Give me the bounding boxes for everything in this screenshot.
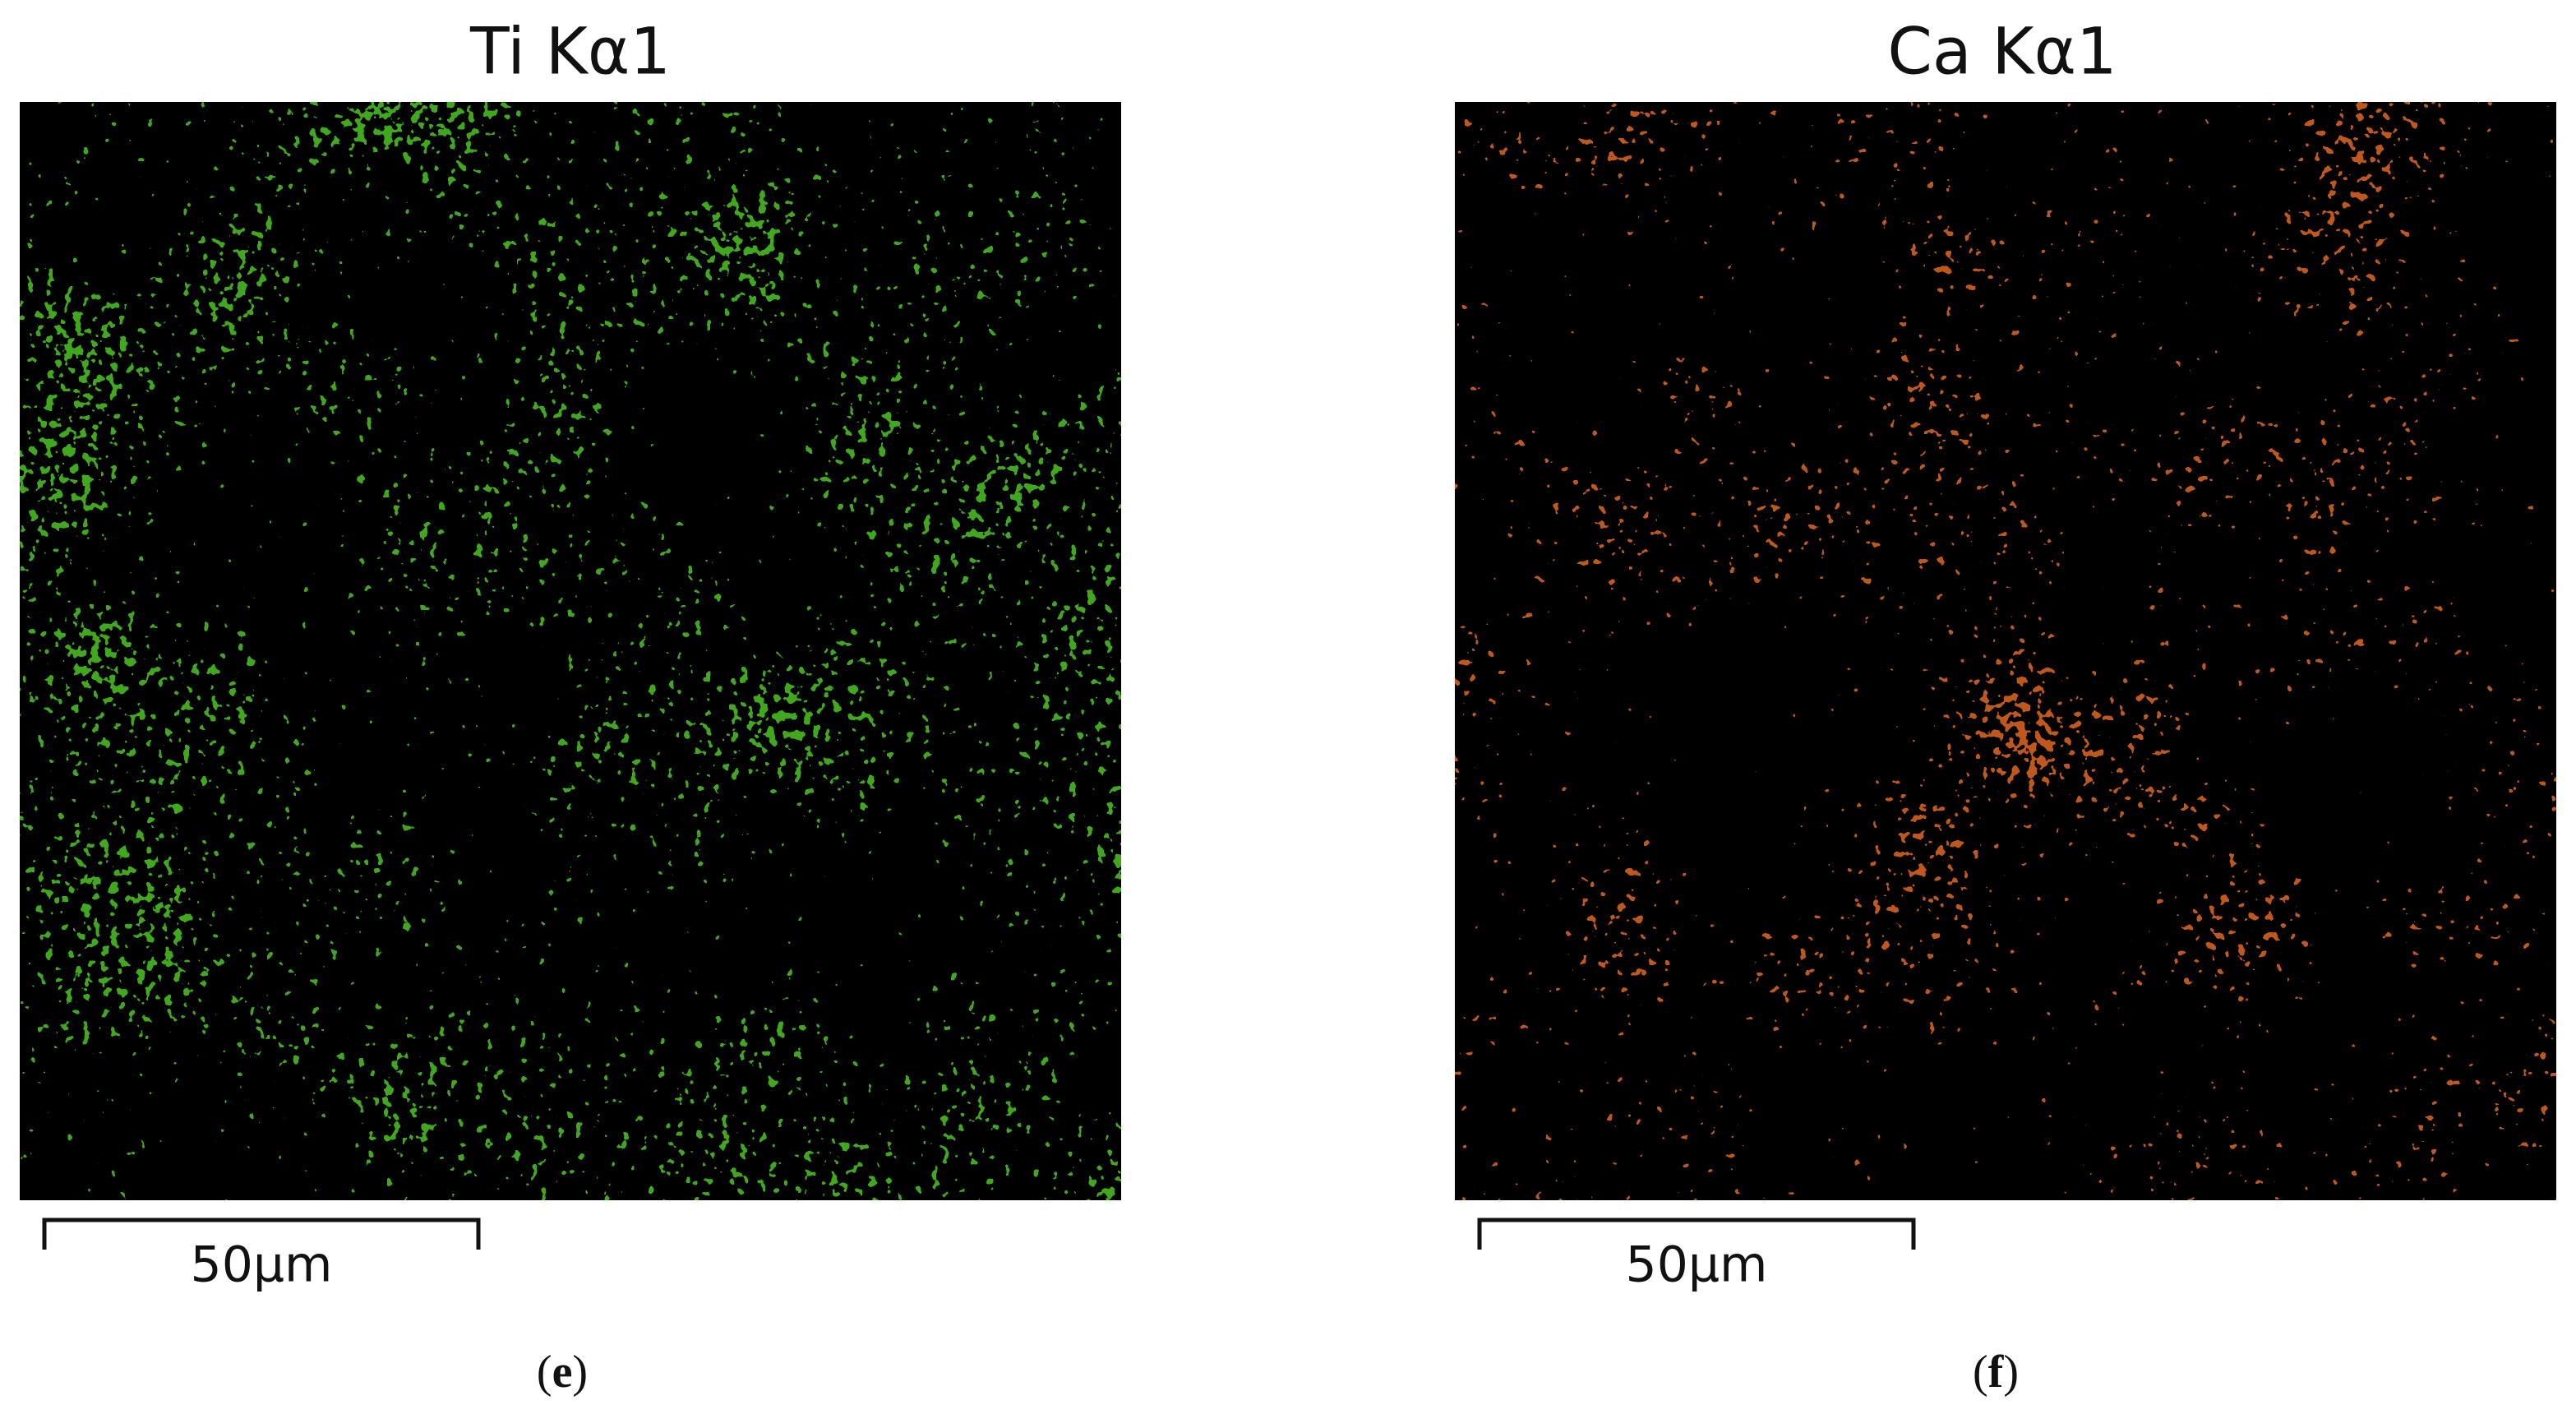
element-map [1455,102,2556,1200]
caption-letter: e [552,1347,573,1398]
map-title: Ca Kα1 [1887,15,2117,89]
caption-paren: ( [537,1347,552,1398]
scale-label: 50µm [191,1236,333,1294]
panel: Ca Kα1 50µm (f) [1455,15,2556,1398]
caption-letter: f [1988,1347,2005,1398]
scale-bar [42,1218,481,1250]
caption-paren: ( [1973,1347,1988,1398]
caption: (e) [537,1347,588,1398]
scale-label: 50µm [1626,1236,1768,1294]
scale-bar [1477,1218,1916,1250]
map-title: Ti Kα1 [469,15,671,89]
element-map [20,102,1121,1200]
caption-paren: ) [2003,1347,2019,1398]
caption: (f) [1973,1347,2019,1398]
caption-paren: ) [572,1347,588,1398]
panel: Ti Kα1 50µm (e) [20,15,1121,1398]
